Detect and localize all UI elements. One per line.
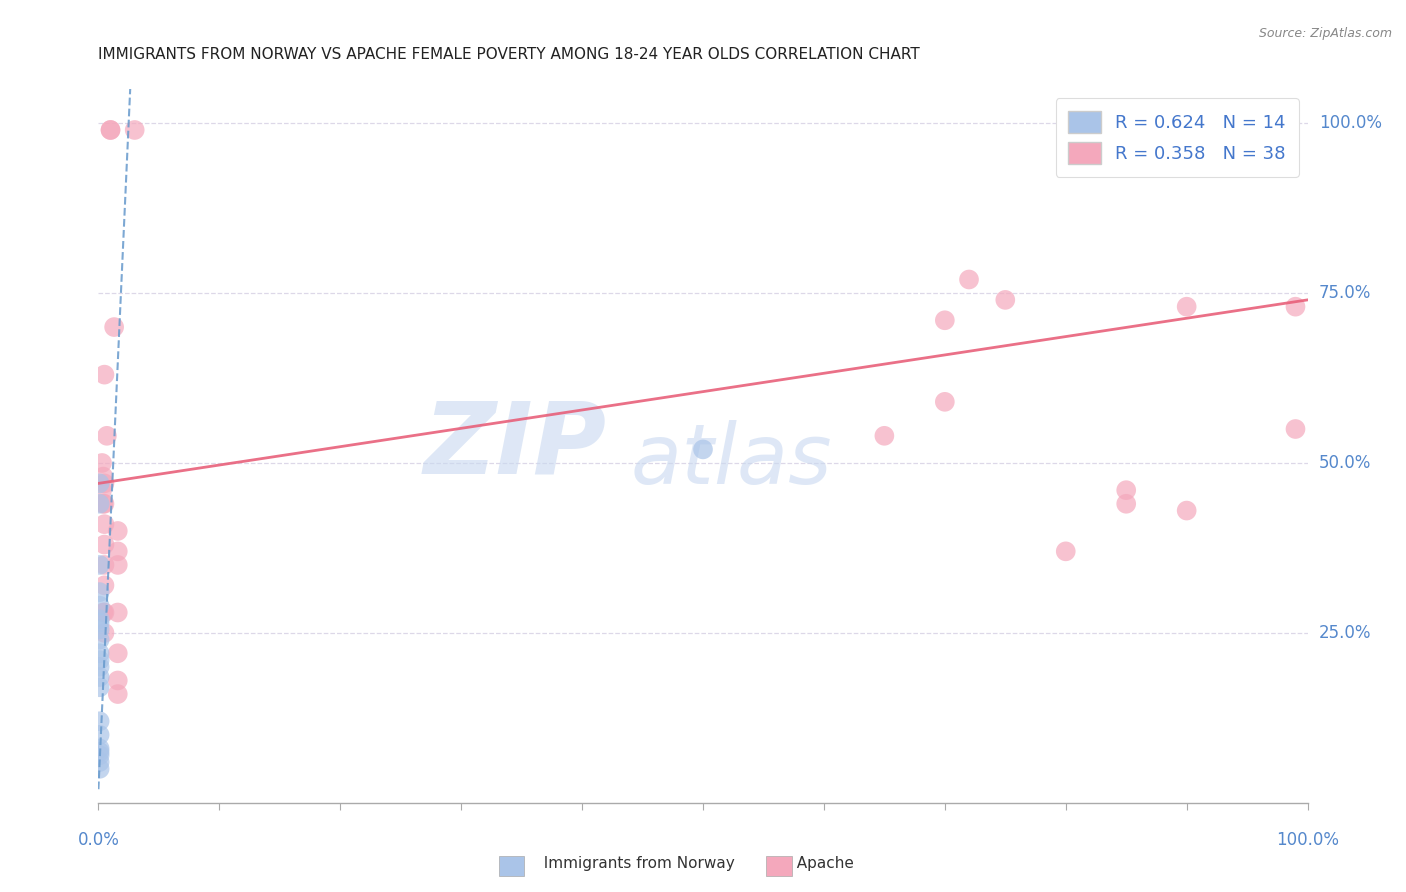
Point [1249, 123, 1271, 137]
Point [91, 456, 114, 470]
Point [91, 606, 114, 620]
Text: 75.0%: 75.0% [1319, 284, 1371, 302]
Point [107, 673, 129, 688]
Point [96, 429, 118, 443]
Point [93, 537, 115, 551]
Point [1284, 422, 1306, 436]
Point [1175, 300, 1198, 314]
Point [89, 615, 111, 630]
Point [91, 483, 114, 498]
Point [89, 714, 111, 729]
Point [100, 123, 122, 137]
Point [89, 728, 111, 742]
Point [93, 368, 115, 382]
Point [93, 578, 115, 592]
Point [107, 606, 129, 620]
Point [89, 670, 111, 684]
Text: 100.0%: 100.0% [1319, 114, 1382, 132]
Point [89, 748, 111, 763]
Point [1284, 300, 1306, 314]
Point [994, 293, 1017, 307]
Point [107, 687, 129, 701]
Point [89, 660, 111, 674]
Point [934, 313, 956, 327]
Point [107, 544, 129, 558]
Text: ZIP: ZIP [423, 398, 606, 494]
Point [934, 394, 956, 409]
Legend: R = 0.624   N = 14, R = 0.358   N = 38: R = 0.624 N = 14, R = 0.358 N = 38 [1056, 98, 1299, 177]
Point [957, 272, 980, 286]
Point [89, 632, 111, 647]
Text: Immigrants from Norway: Immigrants from Norway [534, 856, 735, 871]
Point [89, 612, 111, 626]
Point [124, 123, 146, 137]
Point [89, 497, 111, 511]
Text: Source: ZipAtlas.com: Source: ZipAtlas.com [1258, 27, 1392, 40]
Point [93, 517, 115, 532]
Point [1115, 483, 1137, 498]
Point [89, 741, 111, 756]
Point [93, 476, 115, 491]
Point [692, 442, 714, 457]
Text: IMMIGRANTS FROM NORWAY VS APACHE FEMALE POVERTY AMONG 18-24 YEAR OLDS CORRELATIO: IMMIGRANTS FROM NORWAY VS APACHE FEMALE … [98, 47, 920, 62]
Point [93, 497, 115, 511]
Text: Apache: Apache [787, 856, 855, 871]
Point [89, 745, 111, 759]
Text: 100.0%: 100.0% [1277, 830, 1339, 848]
Text: atlas: atlas [630, 420, 832, 500]
Point [873, 429, 896, 443]
Point [1115, 497, 1137, 511]
Point [89, 599, 111, 613]
Point [89, 646, 111, 660]
Point [107, 646, 129, 660]
Point [1054, 544, 1077, 558]
Text: 0.0%: 0.0% [77, 830, 120, 848]
Point [89, 680, 111, 694]
Point [89, 476, 111, 491]
Point [91, 497, 114, 511]
Point [89, 623, 111, 637]
Point [93, 626, 115, 640]
Text: 25.0%: 25.0% [1319, 624, 1371, 642]
Point [89, 755, 111, 769]
Text: 50.0%: 50.0% [1319, 454, 1371, 472]
Point [89, 558, 111, 572]
Point [91, 469, 114, 483]
Point [93, 606, 115, 620]
Point [107, 524, 129, 538]
Point [1236, 123, 1258, 137]
Point [89, 653, 111, 667]
Point [107, 558, 129, 572]
Point [103, 320, 125, 334]
Point [93, 558, 115, 572]
Point [89, 762, 111, 776]
Point [100, 123, 122, 137]
Point [89, 585, 111, 599]
Point [1175, 503, 1198, 517]
